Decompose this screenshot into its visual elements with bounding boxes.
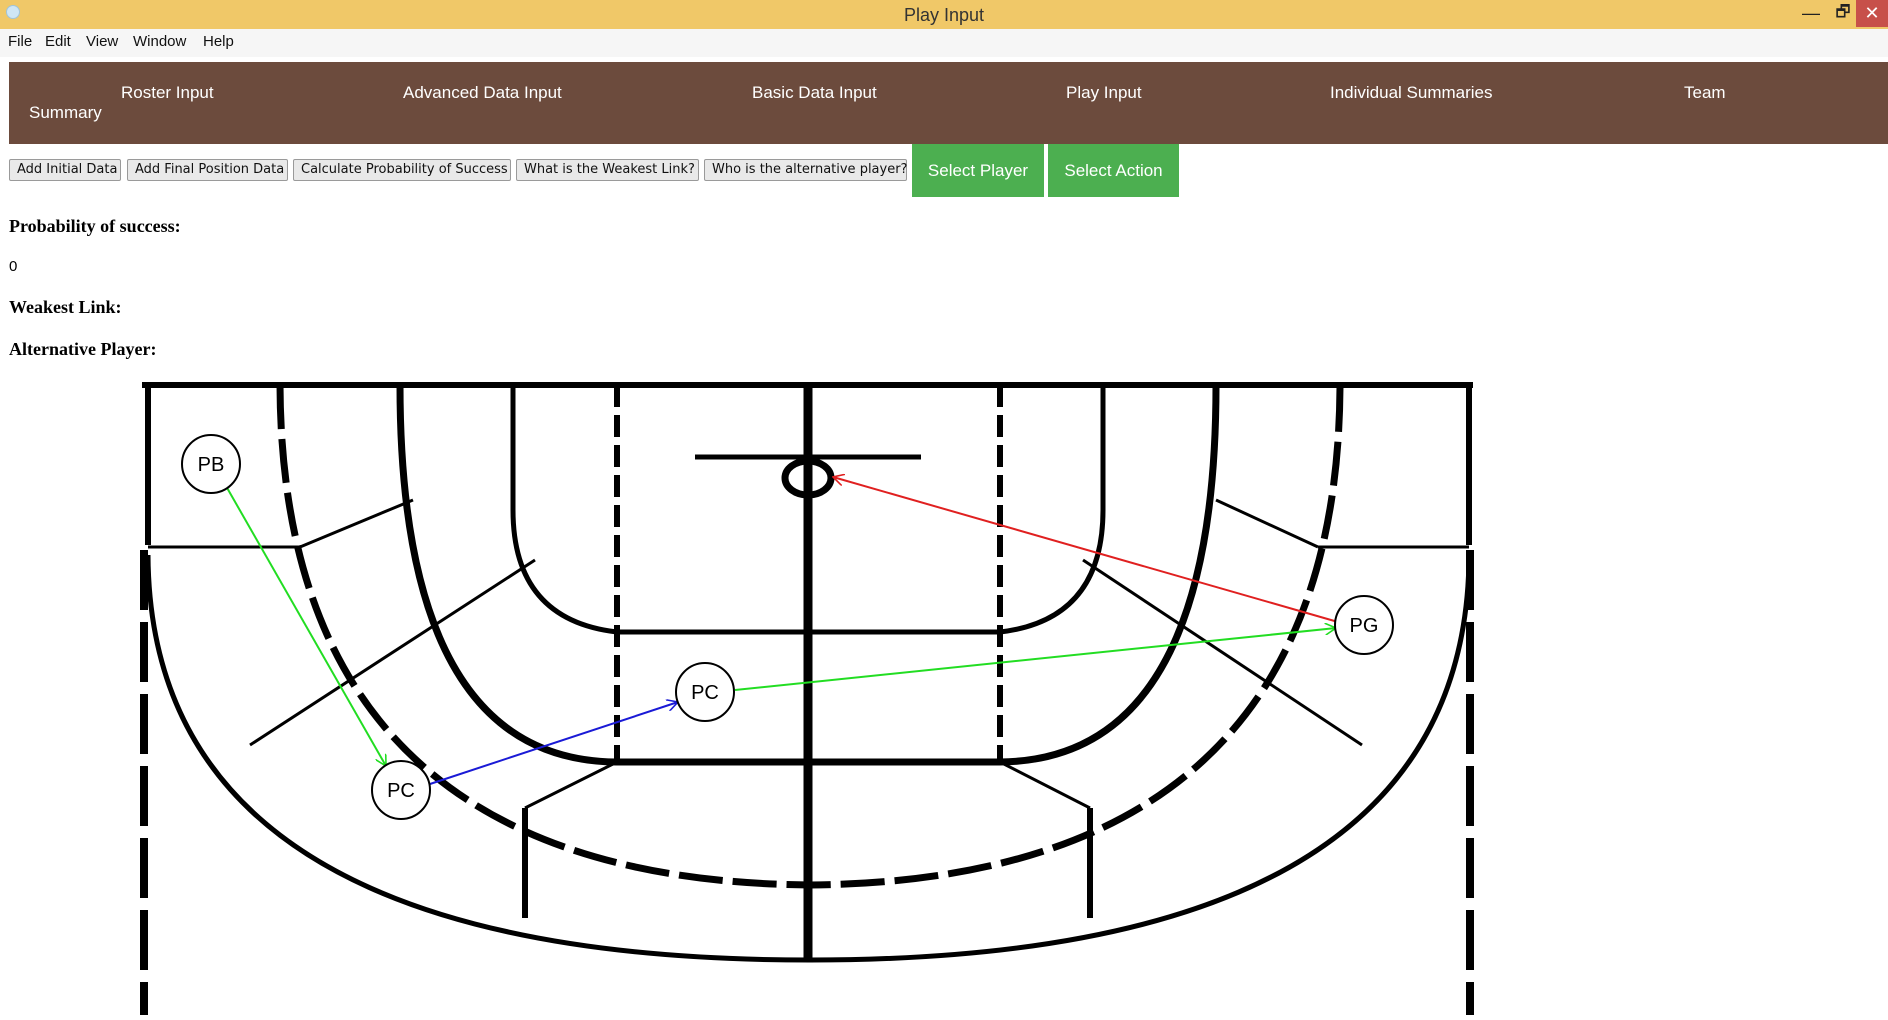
tab-bar: Roster Input Advanced Data Input Basic D… (9, 62, 1888, 144)
player-token[interactable]: PG (1334, 595, 1394, 655)
tab-summary[interactable]: Summary (29, 103, 102, 122)
alternative-player-label: Alternative Player: (9, 339, 157, 359)
menu-file[interactable]: File (8, 33, 33, 50)
pass-arrow-pc-to-pg (734, 628, 1336, 691)
tab-individual-summaries[interactable]: Individual Summaries (1330, 83, 1493, 102)
select-player-button[interactable]: Select Player (912, 144, 1044, 197)
player-label: PC (387, 780, 415, 802)
player-token[interactable]: PC (675, 662, 735, 722)
player-token[interactable]: PC (371, 760, 431, 820)
menu-help[interactable]: Help (203, 33, 234, 50)
player-label: PB (198, 454, 225, 476)
title-bar: Play Input — 🗗 ✕ (0, 0, 1888, 29)
weakest-link-button[interactable]: What is the Weakest Link? (516, 159, 699, 181)
pass-arrow-pb-to-pc (225, 485, 387, 766)
alternative-player-button[interactable]: Who is the alternative player? (704, 159, 907, 181)
maximize-button[interactable]: 🗗 (1835, 4, 1851, 21)
menu-edit[interactable]: Edit (45, 33, 71, 50)
add-initial-data-button[interactable]: Add Initial Data (9, 159, 121, 181)
app-icon (6, 5, 20, 19)
probability-value: 0 (9, 258, 18, 275)
pass-arrow-pc-to-pc (429, 702, 678, 785)
probability-label: Probability of success: (9, 216, 181, 236)
menu-bar: File Edit View Window Help (0, 29, 1888, 57)
player-label: PG (1350, 615, 1379, 637)
tab-basic-data-input[interactable]: Basic Data Input (752, 83, 877, 102)
tab-advanced-data-input[interactable]: Advanced Data Input (403, 83, 562, 102)
tab-team[interactable]: Team (1684, 83, 1726, 102)
menu-view[interactable]: View (86, 33, 119, 50)
minimize-button[interactable]: — (1802, 3, 1820, 23)
player-token[interactable]: PB (181, 434, 241, 494)
window-title: Play Input (903, 5, 985, 25)
weakest-link-label: Weakest Link: (9, 297, 122, 317)
add-final-position-data-button[interactable]: Add Final Position Data (127, 159, 288, 181)
player-label: PC (691, 682, 719, 704)
select-action-button[interactable]: Select Action (1048, 144, 1179, 197)
calculate-probability-button[interactable]: Calculate Probability of Success (293, 159, 511, 181)
menu-window[interactable]: Window (133, 33, 187, 50)
court-lines (140, 382, 1474, 1015)
tab-roster-input[interactable]: Roster Input (121, 83, 214, 102)
tab-play-input[interactable]: Play Input (1066, 83, 1142, 102)
close-button[interactable]: ✕ (1856, 0, 1888, 27)
shot-arrow-pg-to-goal (833, 477, 1339, 623)
